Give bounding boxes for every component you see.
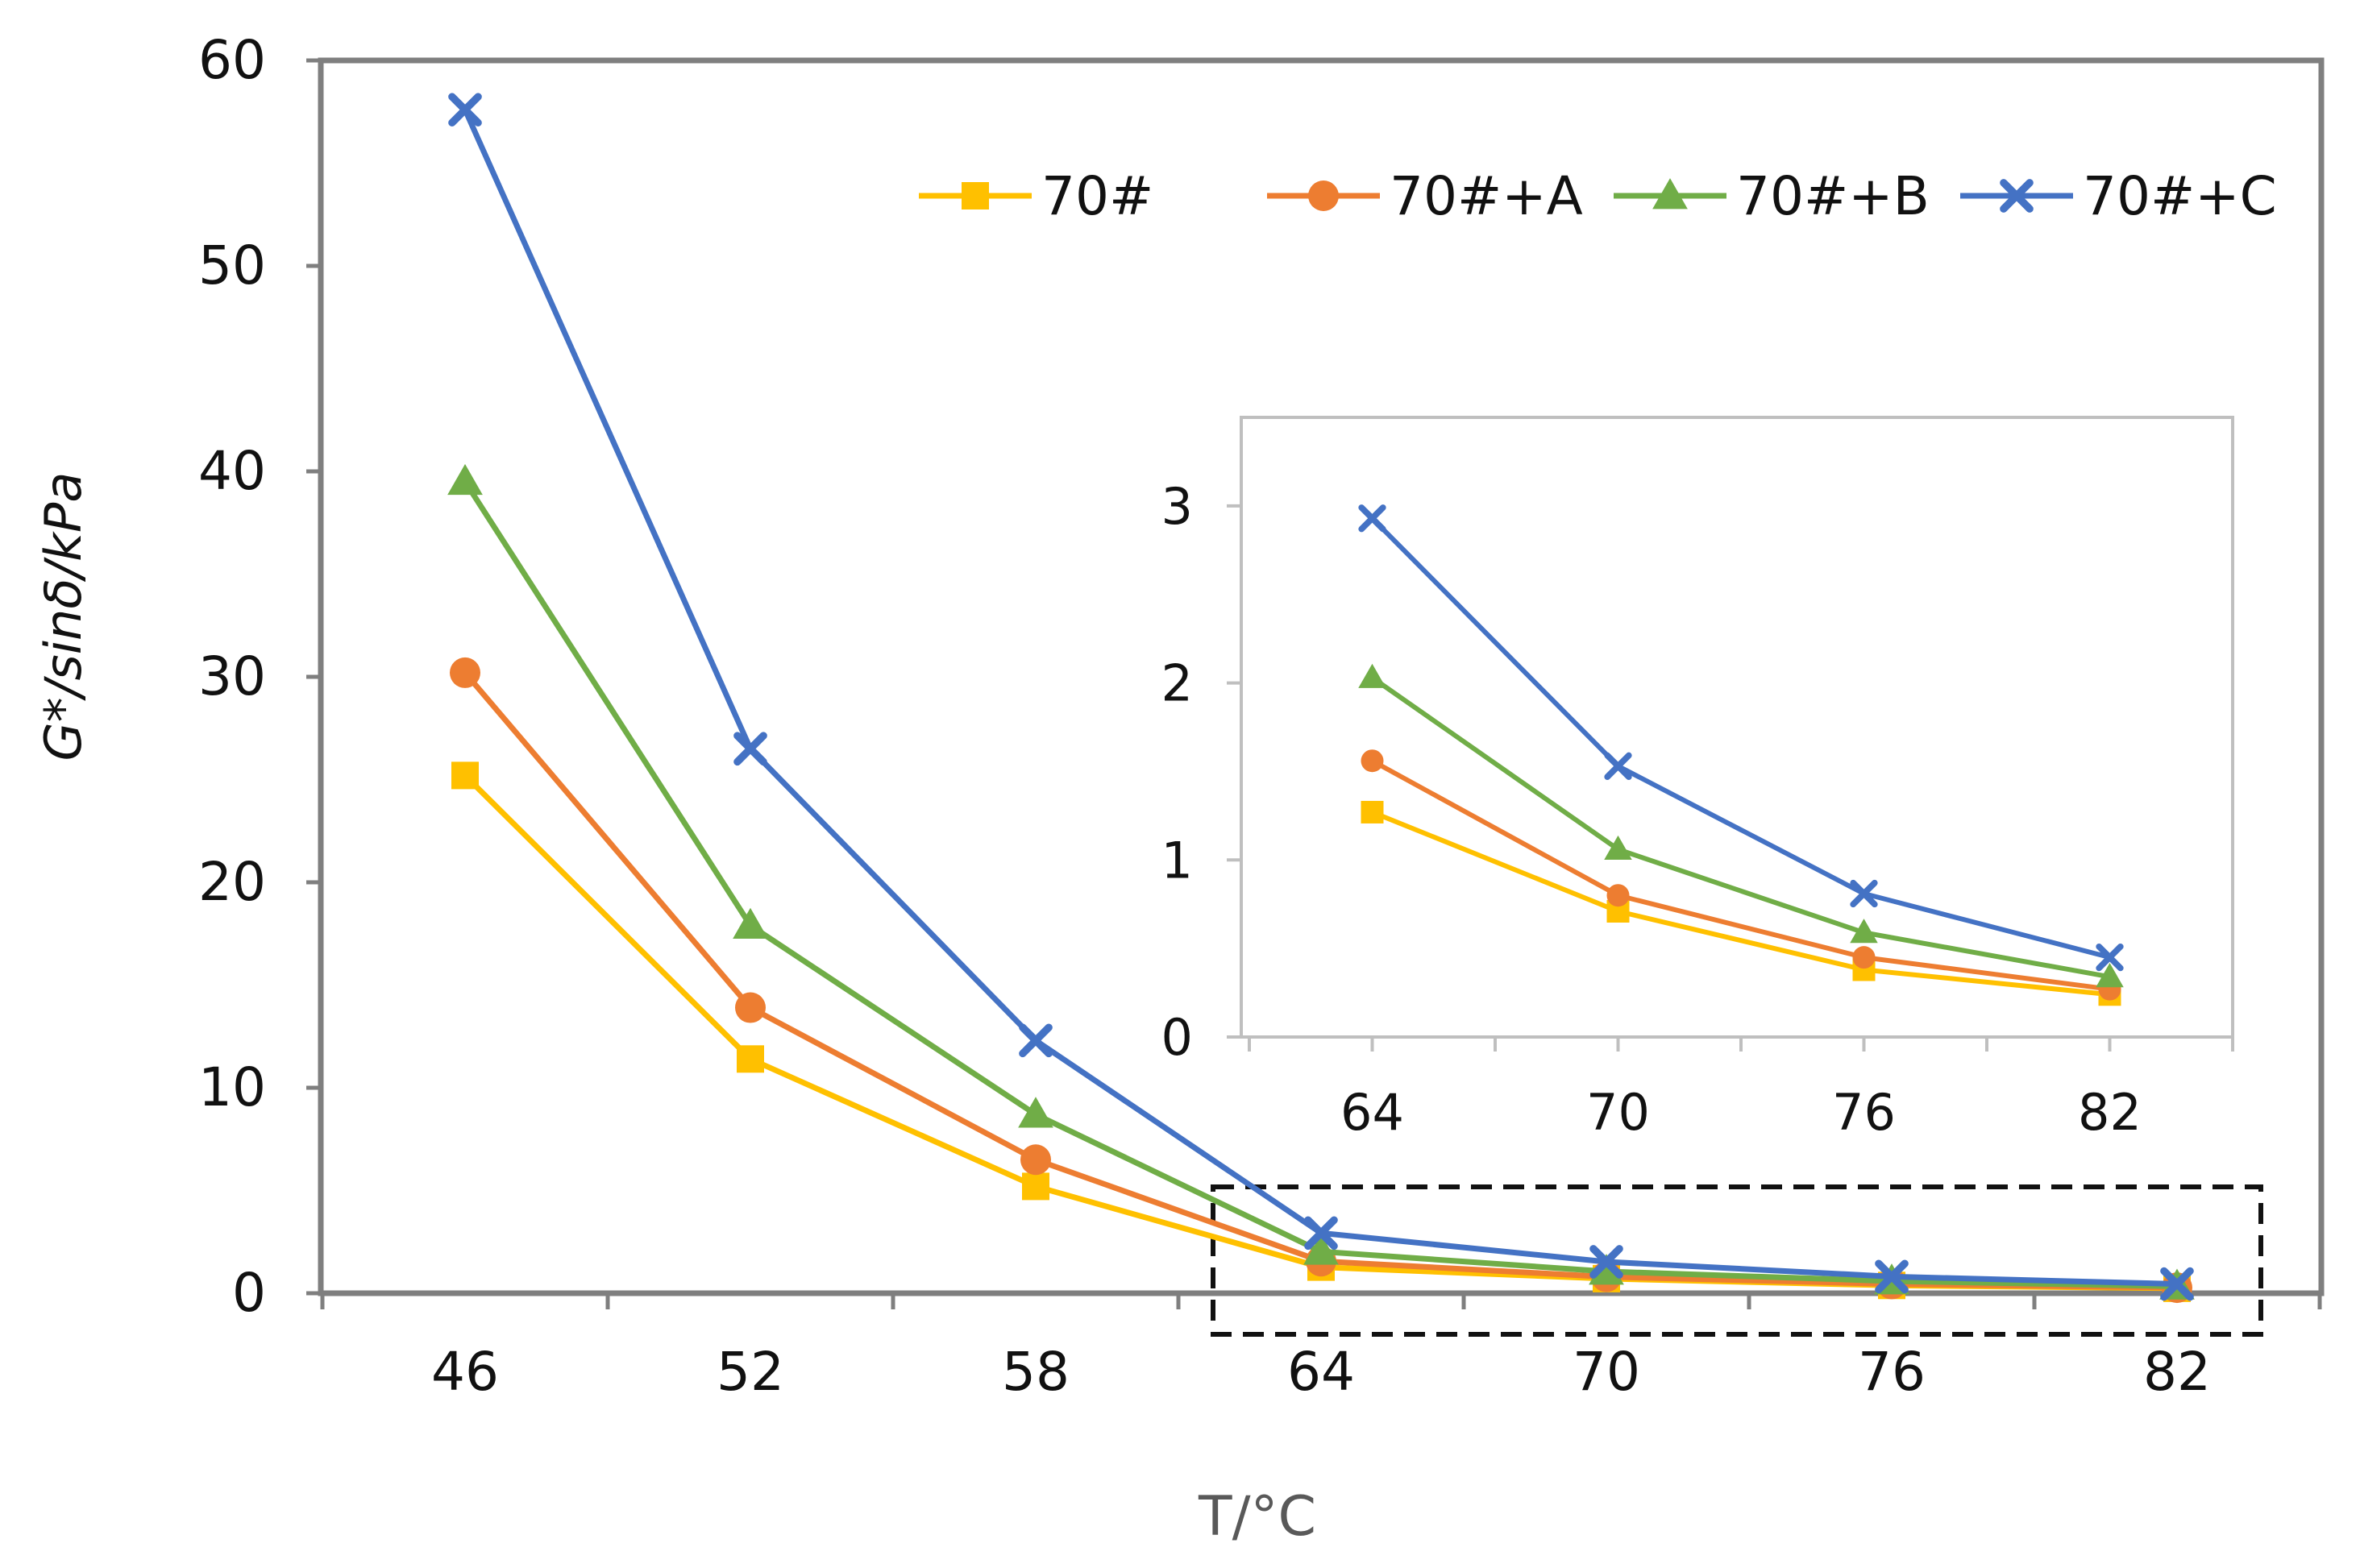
main-y-tick-label: 40: [198, 440, 266, 502]
inset-y-tick-label: 3: [1161, 477, 1193, 536]
legend-label-70-plus-b: 70#+B: [1736, 165, 1930, 227]
inset-data-point-70-plus-c: [2096, 943, 2124, 972]
main-x-tick-label: 82: [2143, 1341, 2211, 1403]
main-y-axis: 0 10 20 30 40 50 60: [198, 29, 321, 1324]
main-y-tick-label: 0: [232, 1262, 266, 1324]
main-x-tick-label: 70: [1573, 1341, 1640, 1403]
data-point-70-plus-c: [733, 732, 767, 766]
data-point-70-plus-c: [1875, 1259, 1909, 1294]
data-point-70: [451, 761, 479, 790]
main-x-tick-label: 46: [431, 1341, 499, 1403]
legend-marker-70: [962, 182, 989, 209]
legend-label-70-plus-c: 70#+C: [2083, 165, 2277, 227]
main-y-tick-label: 50: [198, 234, 266, 297]
data-point-70-plus-b: [733, 907, 768, 939]
data-point-70-plus-b: [1589, 1254, 1624, 1285]
inset-data-point-70-plus-a: [1606, 884, 1630, 907]
zoom-region-box: [1211, 1184, 2263, 1337]
main-y-tick-label: 60: [198, 29, 266, 91]
data-point-70-plus-a: [450, 657, 480, 688]
inset-x-tick-label: 70: [1586, 1083, 1650, 1142]
x-axis-title: T/°C: [1198, 1485, 1316, 1549]
data-point-70-plus-c: [1589, 1245, 1623, 1279]
inset-y-tick-label: 1: [1161, 831, 1193, 890]
main-y-tick-label: 20: [198, 851, 266, 913]
inset-plot-frame: [1240, 416, 2234, 1039]
legend-marker-70-plus-a: [1308, 180, 1339, 211]
inset-axes: 0 1 2 3 64 70 76 82: [1161, 477, 2234, 1142]
inset-data-point-70-plus-c: [1850, 879, 1878, 908]
data-point-70-plus-b: [1303, 1234, 1339, 1265]
inset-series-line-70-plus-b: [1370, 675, 2111, 980]
main-y-tick-label: 10: [198, 1056, 266, 1118]
legend-marker-70-plus-b: [1652, 178, 1688, 209]
inset-series-70-plus-b: [1358, 663, 2124, 988]
inset-data-point-70: [1361, 800, 1384, 823]
data-point-70: [1022, 1172, 1049, 1201]
data-point-70: [737, 1045, 764, 1073]
inset-series-group: [1358, 504, 2124, 1006]
inset-x-tick-label: 64: [1340, 1083, 1404, 1142]
legend-marker-70-plus-c: [2000, 179, 2034, 213]
main-x-axis: 46 52 58 64 70 76 82: [320, 1293, 2322, 1403]
inset-series-line-70-plus-c: [1370, 516, 2111, 960]
inset-series-line-70-plus-a: [1371, 758, 2110, 992]
inset-data-point-70-plus-b: [2096, 963, 2124, 988]
main-x-tick-label: 52: [717, 1341, 784, 1403]
inset-data-point-70-plus-b: [1604, 835, 1632, 861]
legend-label-70-plus-a: 70#+A: [1390, 165, 1583, 227]
inset-data-point-70-plus-c: [1358, 504, 1386, 533]
legend-label-70: 70#: [1041, 165, 1153, 227]
data-point-70-plus-c: [1019, 1023, 1053, 1058]
inset-series-70-plus-a: [1361, 749, 2121, 1001]
inset-x-tick-label: 82: [2078, 1083, 2142, 1142]
data-point-70-plus-c: [2160, 1267, 2194, 1301]
main-x-tick-label: 76: [1858, 1341, 1926, 1403]
main-x-tick-label: 64: [1287, 1341, 1355, 1403]
data-point-70-plus-a: [735, 992, 766, 1023]
inset-series-70-plus-c: [1358, 504, 2124, 972]
inset-data-point-70-plus-a: [1852, 946, 1876, 969]
series-70-plus-c: [448, 93, 2194, 1301]
data-point-70-plus-a: [1020, 1144, 1051, 1176]
main-x-tick-label: 58: [1002, 1341, 1070, 1403]
y-axis-title: G*/sinδ/kPa: [34, 472, 93, 761]
inset-y-tick-label: 2: [1161, 654, 1193, 713]
inset-data-point-70-plus-c: [1604, 752, 1632, 780]
data-point-70-plus-c: [448, 93, 482, 127]
data-point-70-plus-c: [1304, 1216, 1338, 1251]
main-series-group: [447, 93, 2195, 1304]
inset-y-tick-label: 0: [1161, 1008, 1193, 1067]
inset-data-point-70-plus-a: [1361, 749, 1384, 773]
inset-data-point-70-plus-b: [1850, 919, 1878, 944]
inset-data-point-70-plus-b: [1358, 663, 1386, 688]
legend: 70# 70#+A 70#+B 70#+C: [919, 165, 2277, 227]
main-y-tick-label: 30: [198, 645, 266, 707]
inset-series-line-70: [1371, 810, 2110, 998]
data-point-70-plus-b: [447, 463, 483, 496]
inset-x-tick-label: 76: [1832, 1083, 1896, 1142]
data-point-70-plus-b: [1018, 1097, 1053, 1128]
